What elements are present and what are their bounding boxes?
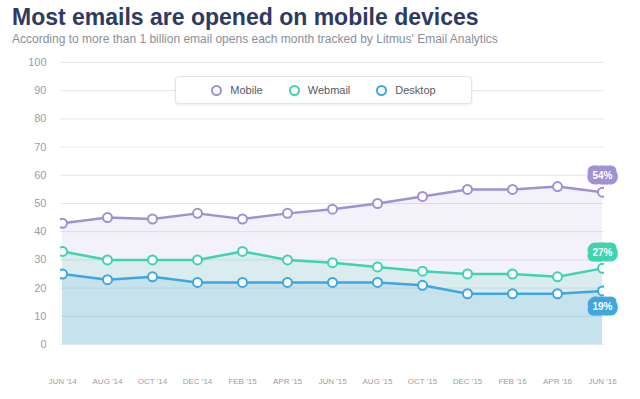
html-text:Mobile: Mobile — [230, 84, 263, 96]
html-text:Desktop: Desktop — [395, 84, 436, 96]
svg-text:JUN '14: JUN '14 — [48, 377, 77, 386]
svg-text:20: 20 — [34, 282, 46, 294]
svg-text:DEC '15: DEC '15 — [453, 377, 483, 386]
svg-text:FEB '15: FEB '15 — [228, 377, 257, 386]
svg-text:JUN '16: JUN '16 — [588, 377, 617, 386]
svg-text:10: 10 — [34, 310, 46, 322]
svg-text:54%: 54% — [592, 170, 612, 181]
svg-text:AUG '15: AUG '15 — [363, 377, 394, 386]
svg-text:19%: 19% — [592, 301, 612, 312]
svg-text:70: 70 — [34, 141, 46, 153]
svg-text:OCT '15: OCT '15 — [408, 377, 438, 386]
svg-text:40: 40 — [34, 225, 46, 237]
svg-text:60: 60 — [34, 169, 46, 181]
svg-text:0: 0 — [40, 338, 46, 350]
svg-text:27%: 27% — [592, 247, 612, 258]
svg-text:100: 100 — [28, 56, 46, 68]
svg-text:APR '15: APR '15 — [273, 377, 303, 386]
svg-text:50: 50 — [34, 197, 46, 209]
svg-text:APR '16: APR '16 — [543, 377, 573, 386]
html-text:According to more than 1 billi: According to more than 1 billion email o… — [12, 32, 498, 46]
svg-text:FEB '16: FEB '16 — [498, 377, 527, 386]
svg-text:DEC '14: DEC '14 — [183, 377, 213, 386]
svg-text:30: 30 — [34, 253, 46, 265]
svg-text:OCT '14: OCT '14 — [138, 377, 168, 386]
html-text:Webmail: Webmail — [307, 84, 351, 96]
svg-text:80: 80 — [34, 112, 46, 124]
svg-text:JUN '15: JUN '15 — [318, 377, 347, 386]
svg-text:AUG '14: AUG '14 — [93, 377, 124, 386]
svg-text:90: 90 — [34, 84, 46, 96]
html-text:Most emails are opened on mobi: Most emails are opened on mobile devices — [12, 4, 479, 30]
